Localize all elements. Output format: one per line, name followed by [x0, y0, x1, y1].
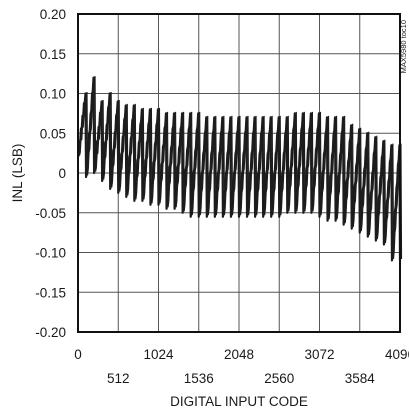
- x-tick-label: 4096: [385, 347, 409, 362]
- x-tick-label: 2560: [264, 371, 294, 386]
- y-tick-label: -0.05: [35, 206, 66, 221]
- y-tick-labels: 0.20 0.15 0.10 0.05 0 -0.05 -0.10 -0.15 -0.20: [35, 7, 66, 340]
- x-tick-label: 0: [74, 347, 82, 362]
- inl-series-noise: [78, 76, 403, 260]
- y-tick-label: -0.15: [35, 285, 66, 300]
- x-tick-label: 3584: [345, 371, 376, 386]
- y-tick-label: -0.10: [35, 246, 66, 261]
- inl-trace: [76, 76, 403, 262]
- plot-frame: [77, 13, 401, 333]
- y-tick-label: 0.15: [40, 47, 66, 62]
- y-tick-label: 0.05: [40, 126, 66, 141]
- y-tick-label: 0.10: [40, 87, 66, 102]
- x-axis-title: DIGITAL INPUT CODE: [170, 394, 308, 409]
- figure-id-label: MAX5980 toc10: [399, 20, 408, 73]
- x-tick-label: 1536: [184, 371, 214, 386]
- y-tick-label: 0.20: [40, 7, 66, 22]
- x-tick-label: 2048: [224, 347, 254, 362]
- x-tick-label: 1024: [143, 347, 174, 362]
- y-axis-title: INL (LSB): [10, 144, 25, 203]
- x-tick-labels: 0 1024 2048 3072 4096 512 1536 2560 3584: [74, 347, 409, 386]
- x-tick-label: 512: [107, 371, 130, 386]
- inl-series-line: [76, 76, 402, 262]
- x-tick-label: 3072: [304, 347, 334, 362]
- y-tick-label: 0: [58, 166, 66, 181]
- y-tick-label: -0.20: [35, 325, 66, 340]
